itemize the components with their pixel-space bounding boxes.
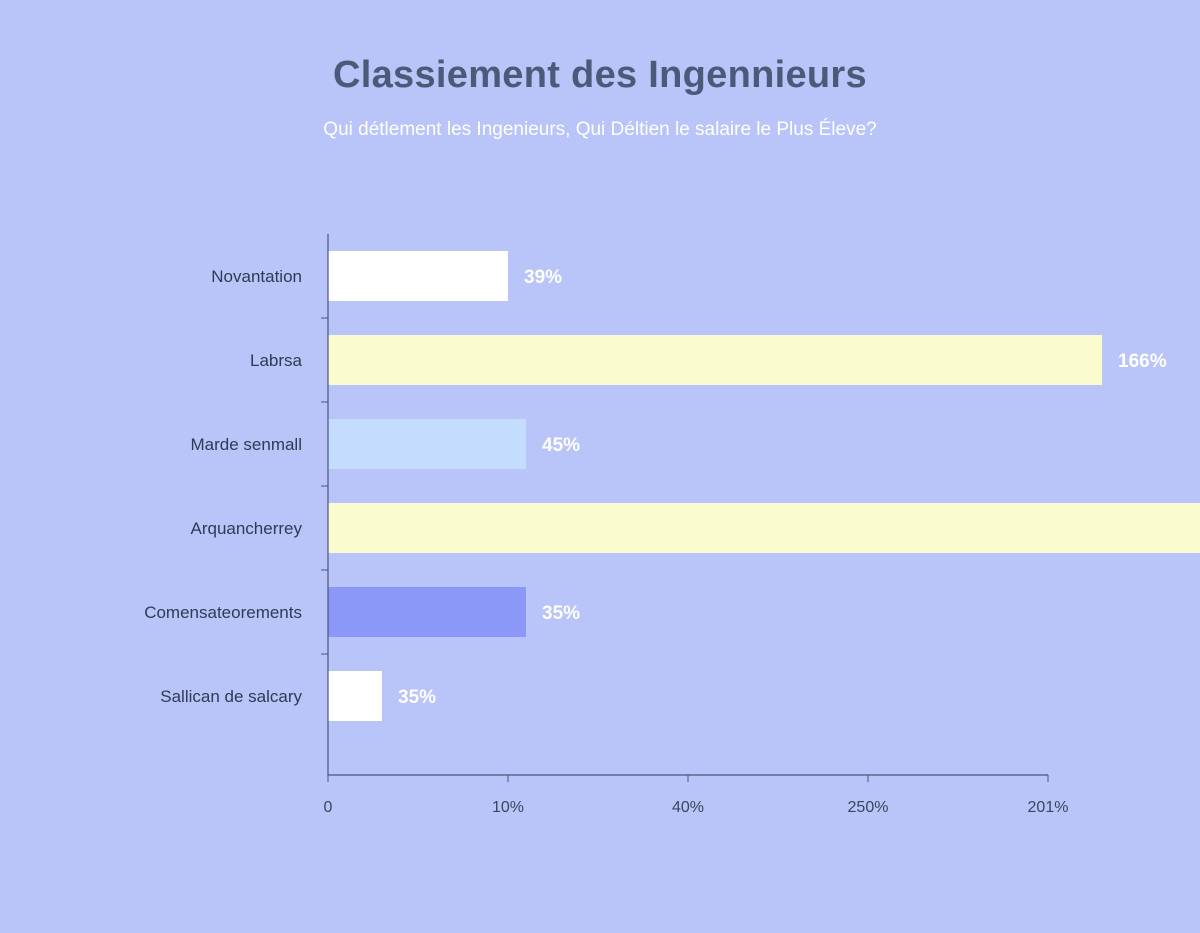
bar bbox=[328, 503, 1200, 553]
value-label: 45% bbox=[542, 435, 580, 456]
chart-subtitle: Qui détlement les Ingenieurs, Qui Déltie… bbox=[323, 119, 877, 140]
category-label: Sallican de salcary bbox=[160, 687, 302, 706]
category-label: Labrsa bbox=[250, 351, 303, 370]
bar bbox=[328, 335, 1102, 385]
bars-layer: Novantation 39% Labrsa 166% Marde senmall 45%… bbox=[144, 251, 1200, 721]
bar bbox=[328, 419, 526, 469]
value-label: 35% bbox=[542, 603, 580, 624]
axis-layer: 0 10% 40% 250% 201% bbox=[321, 234, 1068, 816]
bar bbox=[328, 671, 382, 721]
bar bbox=[328, 251, 508, 301]
category-label: Comensateorements bbox=[144, 603, 302, 622]
value-label: 39% bbox=[524, 267, 562, 288]
x-tick-label: 201% bbox=[1028, 799, 1069, 816]
category-label: Novantation bbox=[211, 267, 302, 286]
x-tick-label: 250% bbox=[848, 799, 889, 816]
x-tick-label: 10% bbox=[492, 799, 524, 816]
bar bbox=[328, 587, 526, 637]
x-tick-label: 0 bbox=[324, 799, 333, 816]
x-tick-label: 40% bbox=[672, 799, 704, 816]
value-label: 166% bbox=[1118, 351, 1167, 372]
category-label: Arquancherrey bbox=[190, 519, 302, 538]
value-label: 35% bbox=[398, 687, 436, 708]
category-label: Marde senmall bbox=[191, 435, 303, 454]
chart-title: Classiement des Ingennieurs bbox=[333, 54, 867, 96]
